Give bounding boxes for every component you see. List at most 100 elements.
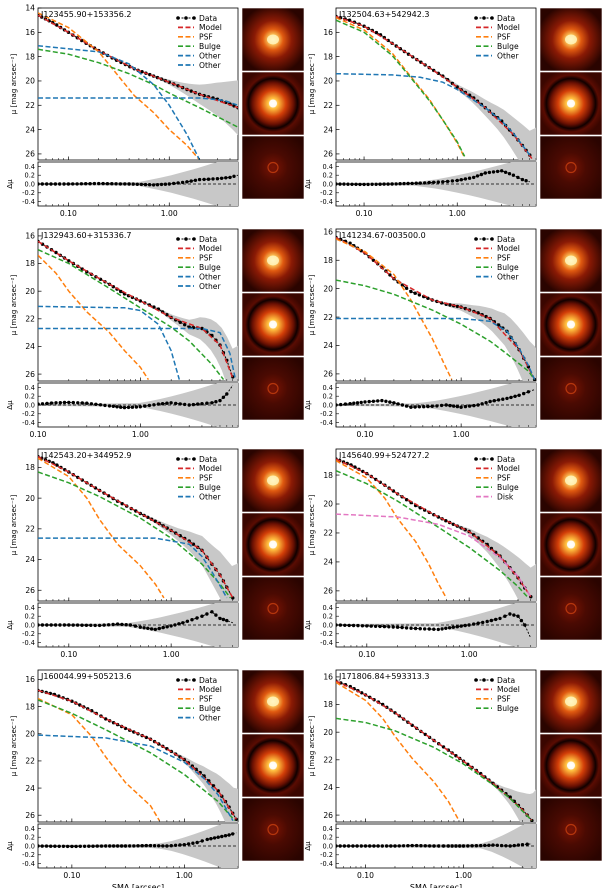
- residual-point: [95, 844, 100, 848]
- residual-point: [45, 401, 49, 406]
- residual-point: [483, 843, 487, 848]
- residual-point: [427, 180, 431, 185]
- residual-point: [444, 403, 448, 407]
- thumbnail-residual: [539, 135, 603, 200]
- residual-point: [523, 623, 527, 627]
- data-point: [104, 717, 108, 721]
- residual-point: [76, 401, 80, 405]
- legend-label: PSF: [497, 33, 511, 42]
- residual-point: [138, 405, 142, 409]
- residual-point: [445, 179, 450, 184]
- residual-point: [67, 623, 71, 627]
- residual-point: [484, 401, 488, 405]
- data-point: [348, 241, 352, 245]
- residual-point: [338, 182, 342, 186]
- residual-y-tick-label: -0.4: [22, 419, 35, 427]
- residual-y-tick-label: 0.2: [323, 613, 334, 621]
- residual-point: [475, 174, 480, 178]
- legend-label: Data: [497, 14, 515, 23]
- residual-point: [161, 844, 165, 848]
- residual-point: [499, 843, 504, 848]
- series-disk-line: [336, 513, 532, 598]
- residual-point: [406, 181, 410, 186]
- legend-dot: [184, 16, 188, 20]
- residual-point: [49, 844, 53, 848]
- panel-4: 16 18 20 22 24 26 J141234.67-003500.0 DataModel…: [303, 228, 603, 439]
- residual-point: [227, 833, 231, 837]
- residual-point: [423, 844, 427, 848]
- residual-point: [401, 844, 406, 848]
- residual-axis-label: Δμ: [5, 400, 14, 410]
- residual-point: [191, 841, 195, 845]
- residual-point: [507, 172, 512, 176]
- residual-point: [147, 403, 152, 408]
- residual-point: [218, 616, 222, 621]
- residual-point: [487, 843, 491, 847]
- residual-y-tick-label: 0.2: [323, 834, 334, 842]
- residual-point: [392, 401, 396, 405]
- residual-point: [362, 182, 366, 187]
- panel-5: 18 20 22 24 26 J142543.20+344952.9 DataModelPS…: [5, 448, 305, 659]
- data-point: [455, 304, 460, 309]
- residual-point: [447, 626, 452, 630]
- legend-dot: [482, 16, 486, 20]
- residual-point: [378, 624, 382, 629]
- residual-y-tick-label: 0.0: [323, 401, 334, 409]
- residual-point: [516, 614, 520, 618]
- thumbnail-residual: [539, 797, 603, 862]
- y-tick-label: 16: [323, 28, 333, 37]
- thumbnail-residual-ring: [565, 823, 577, 836]
- residual-point: [176, 181, 180, 185]
- legend-label: Other: [199, 492, 221, 501]
- residual-point: [215, 177, 220, 181]
- residual-point: [503, 170, 508, 174]
- y-axis-label: μ [mag arcsec⁻²]: [9, 715, 18, 776]
- residual-point: [189, 179, 193, 183]
- residual-point: [390, 182, 394, 186]
- residual-point: [343, 402, 348, 406]
- residual-point: [62, 182, 66, 186]
- residual-point: [57, 844, 61, 848]
- residual-y-tick-label: -0.4: [320, 419, 333, 427]
- residual-point: [53, 844, 57, 848]
- thumbnail-residual-ring: [565, 602, 577, 615]
- x-tick-label: 0.10: [358, 650, 375, 659]
- residual-point: [160, 402, 165, 406]
- residual-point: [441, 844, 446, 848]
- thumbnail-core: [565, 475, 577, 486]
- residual-point: [458, 844, 462, 848]
- residual-point: [185, 180, 189, 184]
- residual-point: [359, 844, 363, 848]
- legend-label: Other: [497, 272, 519, 281]
- residual-y-tick-label: 0.0: [25, 401, 36, 409]
- legend-dot: [482, 457, 486, 461]
- residual-point: [135, 182, 139, 186]
- residual-point: [459, 405, 463, 409]
- residual-point: [454, 844, 458, 848]
- residual-point: [54, 401, 58, 405]
- residual-point: [436, 627, 440, 632]
- series-psf-line: [336, 17, 466, 158]
- residual-point: [177, 622, 181, 626]
- residual-point: [156, 402, 161, 406]
- data-point: [496, 323, 501, 327]
- residual-point: [451, 625, 455, 629]
- residual-point: [358, 182, 362, 187]
- thumbnail-core: [269, 761, 277, 770]
- residual-point: [200, 402, 204, 406]
- panel-title: J123455.90+153356.2: [40, 10, 132, 19]
- residual-point: [130, 405, 135, 409]
- residual-point: [85, 401, 89, 405]
- residual-point: [144, 843, 148, 848]
- residual-point: [49, 182, 53, 186]
- residual-point: [343, 623, 347, 627]
- residual-point: [209, 837, 213, 841]
- residual-point: [67, 400, 71, 405]
- panel-title: J132504.63+542942.3: [338, 10, 430, 19]
- data-point: [508, 795, 512, 799]
- residual-point: [200, 614, 204, 618]
- residual-point: [214, 400, 218, 404]
- residual-point: [423, 627, 427, 631]
